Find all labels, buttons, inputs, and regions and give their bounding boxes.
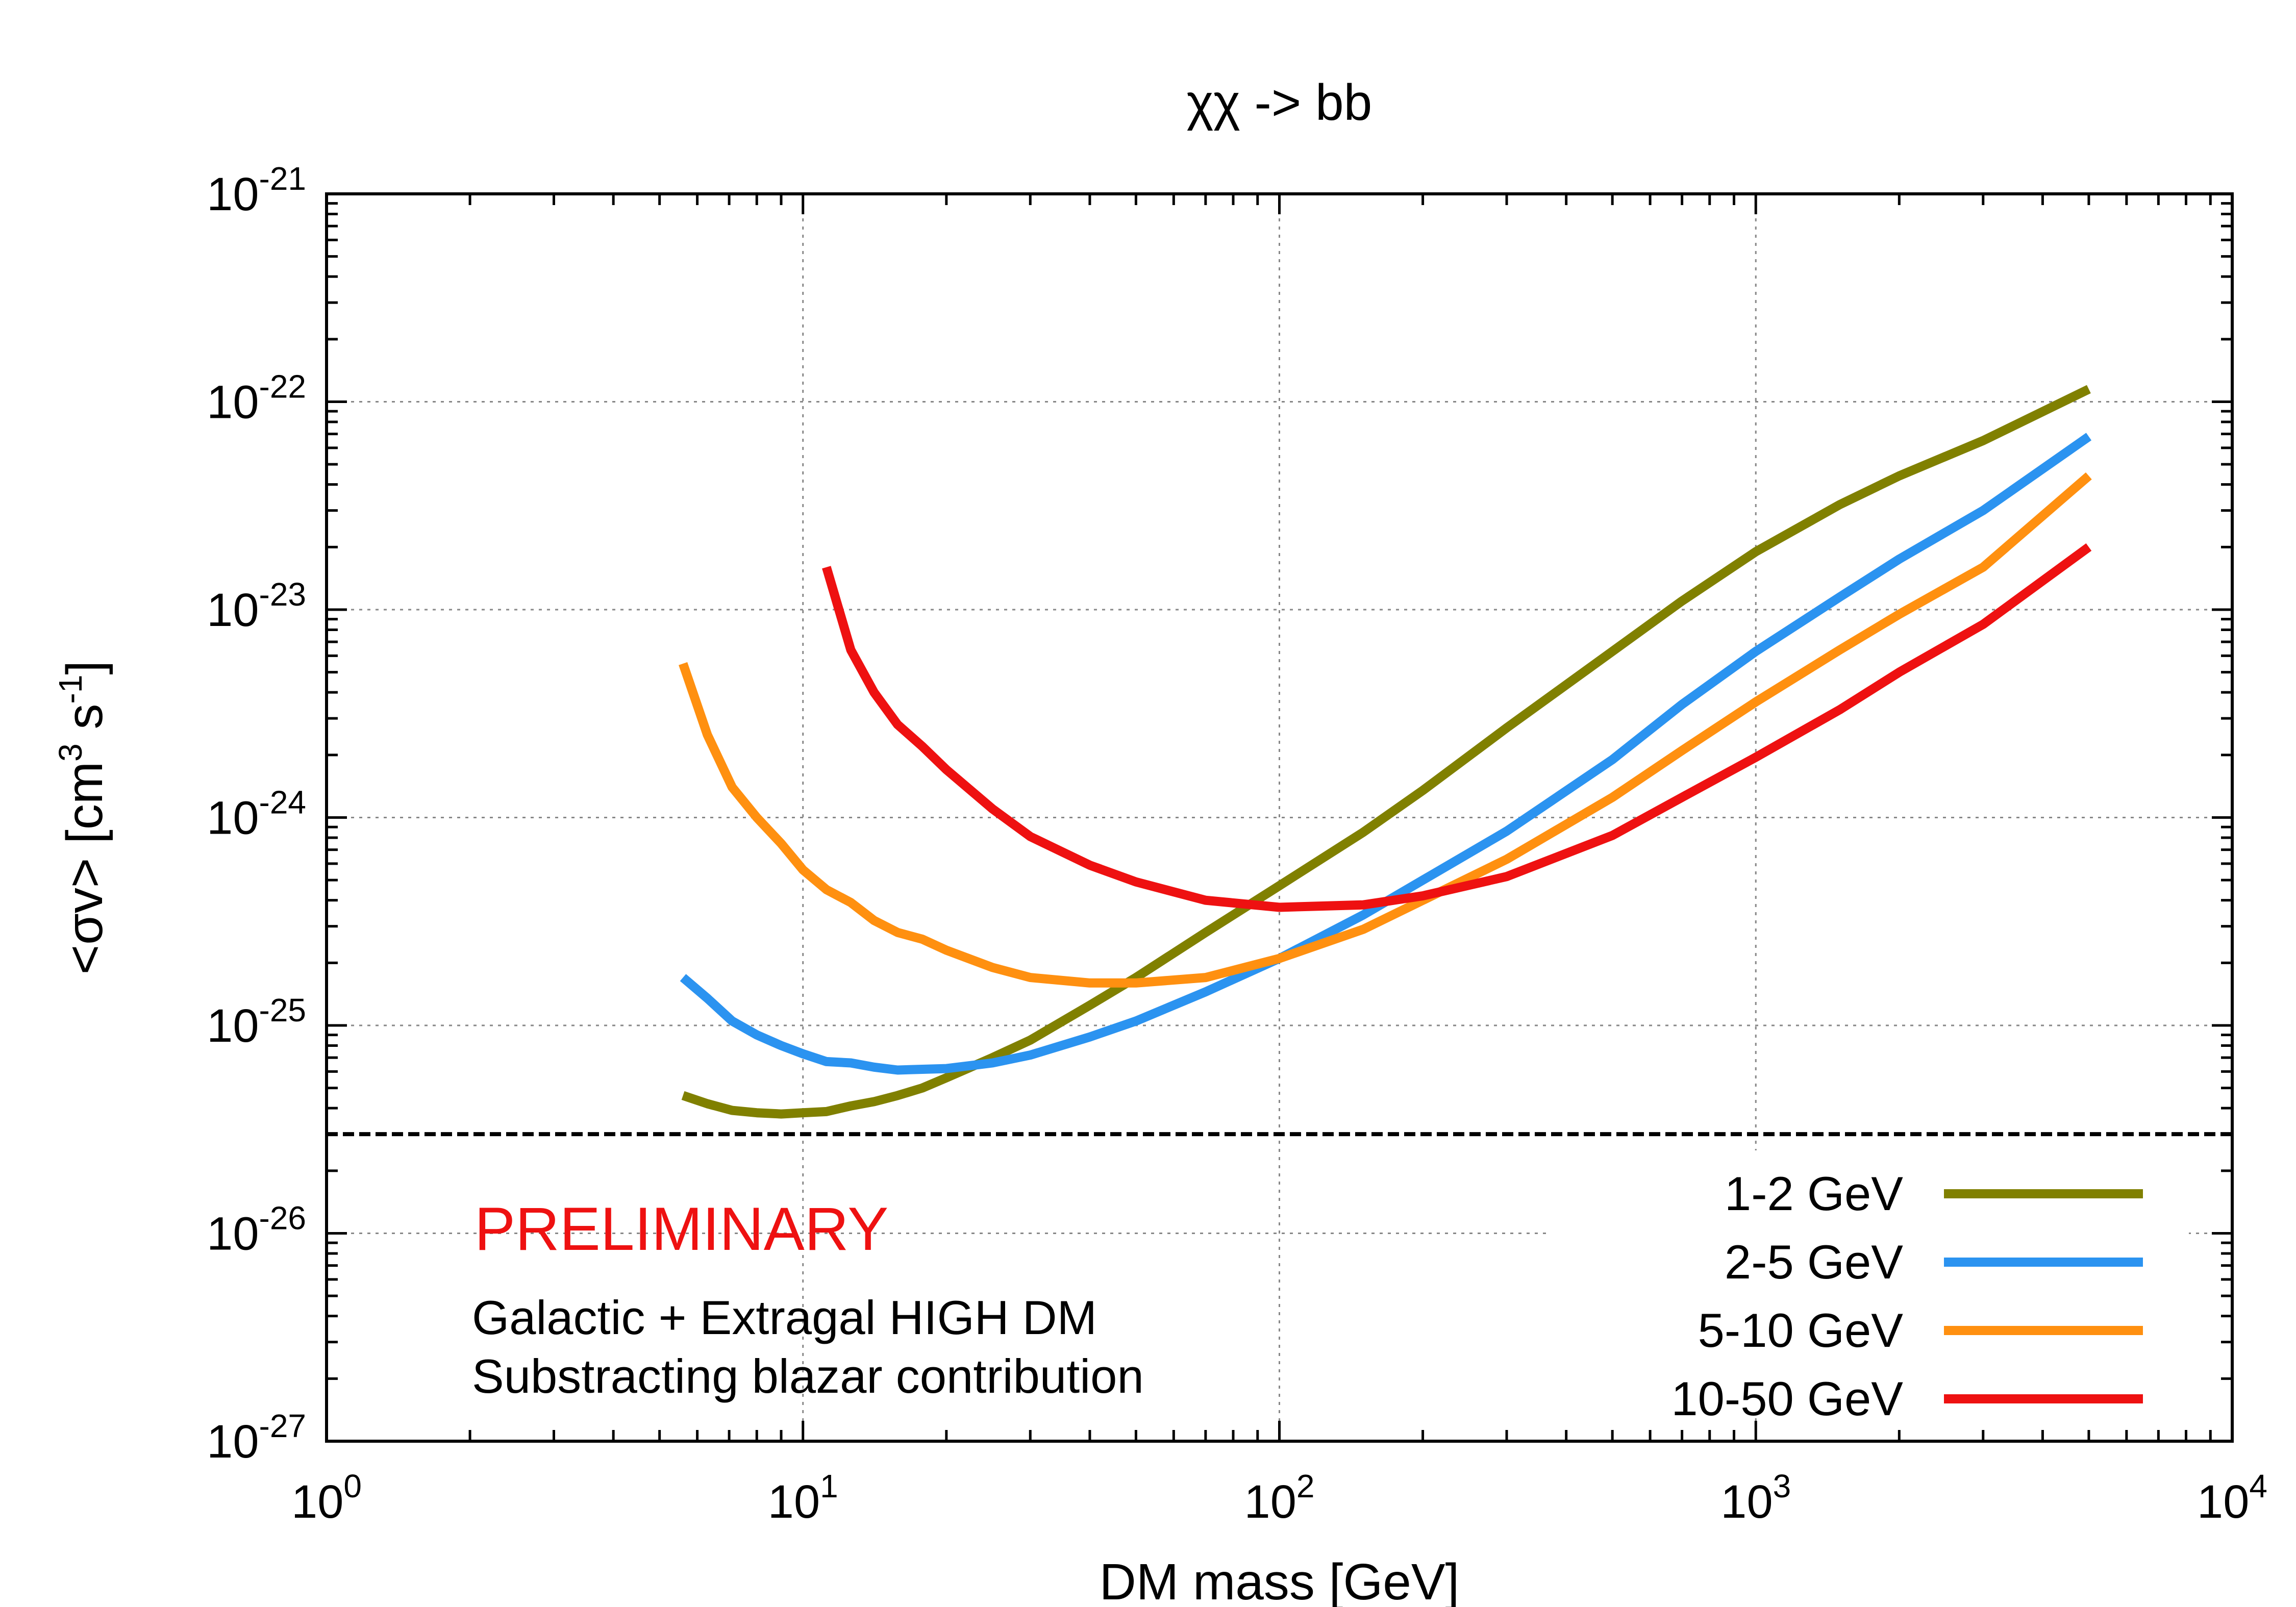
x-axis-title: DM mass [GeV] xyxy=(1100,1553,1460,1607)
legend-label: 10-50 GeV xyxy=(1671,1372,1903,1425)
y-axis-title-prefix: <σv> [cm xyxy=(56,762,113,974)
legend-label: 1-2 GeV xyxy=(1725,1167,1903,1220)
x-tick-label: 101 xyxy=(768,1468,838,1528)
y-axis-title-exp2: -1 xyxy=(52,675,89,704)
series-line-10-50-gev xyxy=(822,543,2092,912)
tick-marks-layer xyxy=(325,194,2232,1443)
y-axis-title-mid: s xyxy=(56,704,113,743)
y-axis-title-suffix: ] xyxy=(56,661,113,675)
annotation-line-1: Galactic + Extragal HIGH DM xyxy=(472,1291,1097,1344)
chart-title: χχ -> bb xyxy=(1187,74,1372,131)
y-tick-label: 10-26 xyxy=(207,1200,306,1260)
y-tick-labels: 10-21 10-22 10-23 10-24 10-25 10-26 10-27 xyxy=(207,160,306,1468)
legend-label: 5-10 GeV xyxy=(1698,1303,1904,1357)
x-tick-labels: 100 101 102 103 104 xyxy=(291,1468,2267,1528)
legend: 1-2 GeV 2-5 GeV 5-10 GeV 10-50 GeV xyxy=(1671,1167,2143,1425)
y-axis-title-exp1: 3 xyxy=(52,743,89,762)
y-tick-label: 10-22 xyxy=(207,368,306,429)
series-line-2-5-gev xyxy=(680,433,2092,1075)
series-line-5-10-gev xyxy=(679,472,2092,988)
series-line-1-2-gev xyxy=(681,385,2091,1119)
series-layer xyxy=(679,385,2092,1119)
x-tick-label: 100 xyxy=(291,1468,362,1528)
y-tick-label: 10-25 xyxy=(207,992,306,1052)
y-tick-label: 10-27 xyxy=(207,1408,306,1468)
annotation-line-2: Substracting blazar contribution xyxy=(472,1349,1144,1403)
y-axis-title: <σv> [cm3 s-1] xyxy=(52,661,113,974)
x-tick-label: 103 xyxy=(1720,1468,1791,1528)
y-tick-label: 10-23 xyxy=(207,576,306,636)
y-tick-label: 10-24 xyxy=(207,784,306,844)
preliminary-label: PRELIMINARY xyxy=(475,1195,888,1263)
x-tick-label: 102 xyxy=(1244,1468,1315,1528)
legend-label: 2-5 GeV xyxy=(1725,1235,1903,1289)
x-tick-label: 104 xyxy=(2197,1468,2267,1528)
y-tick-label: 10-21 xyxy=(207,160,306,220)
